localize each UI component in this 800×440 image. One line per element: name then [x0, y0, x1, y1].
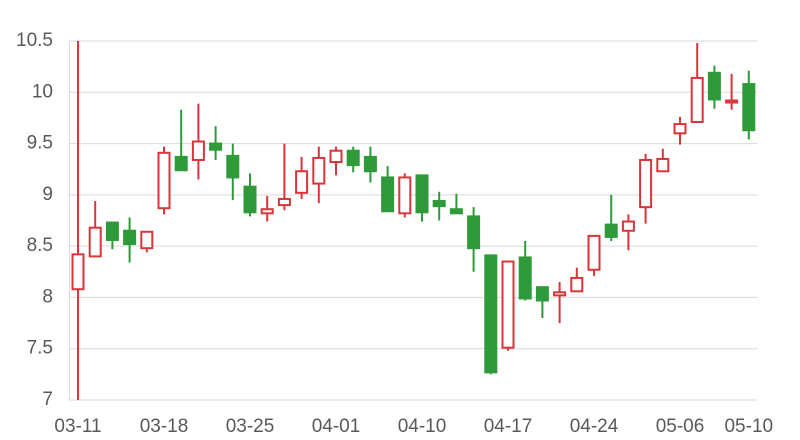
candle-body [656, 157, 670, 173]
x-tick-label: 03-25 [226, 416, 275, 437]
candle-body [690, 76, 704, 124]
candle-body [621, 220, 635, 232]
candle-body [742, 83, 756, 132]
candle-body [415, 174, 429, 214]
candle-body [587, 234, 601, 271]
x-tick-label: 04-10 [398, 416, 447, 437]
candle-body [329, 149, 343, 164]
candle-body [449, 208, 463, 215]
y-tick-label: 9 [42, 184, 53, 205]
candle-body [123, 229, 137, 246]
candle-body [398, 176, 412, 215]
candle-body [381, 176, 395, 213]
candle-body [484, 254, 498, 374]
candle-body [725, 99, 739, 104]
candle-body [71, 253, 85, 291]
x-tick-label: 04-17 [484, 416, 533, 437]
candle-body [295, 170, 309, 194]
candle-body [277, 197, 291, 207]
candle-body [673, 123, 687, 135]
x-tick-label: 03-11 [54, 416, 101, 437]
candle-body [501, 260, 515, 349]
candle-body [432, 200, 446, 208]
x-tick-label: 05-10 [724, 416, 773, 437]
candle-body [209, 142, 223, 151]
candle-body [707, 71, 721, 101]
y-tick-label: 8 [42, 286, 53, 307]
y-tick-label: 7.5 [27, 338, 53, 359]
candle-body [604, 223, 618, 238]
y-tick-label: 7 [42, 389, 53, 410]
candle-body [140, 230, 154, 250]
candle-body [518, 256, 532, 300]
x-tick-label: 04-24 [570, 416, 619, 437]
candle-body [363, 155, 377, 173]
candle-body [553, 291, 567, 297]
y-tick-label: 8.5 [27, 235, 53, 256]
candle-body [88, 226, 102, 258]
y-tick-label: 10 [32, 81, 53, 102]
candle-body [570, 276, 584, 293]
candle-body [157, 151, 171, 210]
candle-body [535, 286, 549, 302]
candle-body [346, 149, 360, 167]
candle-body [260, 208, 274, 215]
candle-body [105, 221, 119, 241]
y-tick-label: 10.5 [16, 30, 53, 51]
candle-body [174, 155, 188, 172]
candle-body [639, 158, 653, 209]
x-tick-label: 05-06 [656, 416, 705, 437]
candle-body [467, 215, 481, 250]
x-tick-label: 03-18 [140, 416, 189, 437]
candle-body [243, 185, 257, 214]
candle-body [191, 140, 205, 161]
candle-body [226, 154, 240, 179]
candle-body [312, 156, 326, 185]
x-tick-label: 04-01 [312, 416, 361, 437]
y-tick-label: 9.5 [27, 133, 53, 154]
